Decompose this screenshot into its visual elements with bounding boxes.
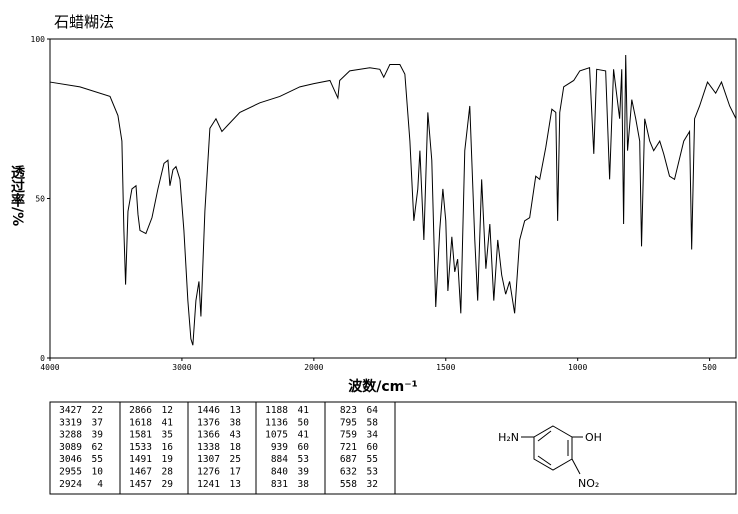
peak-transmittance: 43 (230, 430, 241, 441)
peak-wavenumber: 1533 (129, 442, 152, 453)
peak-transmittance: 19 (162, 454, 174, 465)
peak-wavenumber: 939 (271, 442, 288, 453)
peak-transmittance: 25 (230, 454, 241, 465)
peak-transmittance: 60 (367, 442, 379, 453)
peak-wavenumber: 1075 (265, 430, 288, 441)
spectrum-line (49, 54, 737, 346)
peak-transmittance: 34 (367, 430, 379, 441)
peak-wavenumber: 823 (340, 405, 357, 416)
bond (571, 458, 581, 475)
peak-wavenumber: 1446 (197, 405, 220, 416)
peak-wavenumber: 1457 (129, 479, 152, 490)
y-tick-label: 0 (40, 354, 45, 363)
x-tick-label: 2000 (304, 363, 323, 372)
peak-transmittance: 10 (92, 467, 104, 478)
peak-wavenumber: 1276 (197, 467, 220, 478)
peak-wavenumber: 558 (340, 479, 357, 490)
peak-transmittance: 41 (298, 430, 310, 441)
x-tick-label: 1000 (568, 363, 587, 372)
peak-wavenumber: 1376 (197, 417, 220, 428)
peak-wavenumber: 3288 (59, 430, 82, 441)
peak-wavenumber: 1338 (197, 442, 220, 453)
peak-transmittance: 41 (162, 417, 174, 428)
double-bond (537, 455, 552, 466)
benzene-ring (533, 425, 573, 471)
y-axis-label: 透过率/% (9, 165, 25, 226)
peak-transmittance: 13 (230, 405, 241, 416)
peak-wavenumber: 1581 (129, 430, 152, 441)
peak-wavenumber: 3046 (59, 454, 82, 465)
x-axis-label: 波数/cm⁻¹ (348, 378, 418, 395)
peak-transmittance: 60 (298, 442, 310, 453)
peak-wavenumber: 2955 (59, 467, 82, 478)
peak-wavenumber: 1241 (197, 479, 220, 490)
peak-transmittance: 32 (367, 479, 378, 490)
peak-wavenumber: 3089 (59, 442, 82, 453)
peak-transmittance: 39 (92, 430, 104, 441)
peak-wavenumber: 759 (340, 430, 357, 441)
peak-wavenumber: 1307 (197, 454, 220, 465)
peak-wavenumber: 1618 (129, 417, 152, 428)
peak-transmittance: 16 (162, 442, 174, 453)
peak-transmittance: 55 (92, 454, 103, 465)
peak-transmittance: 41 (298, 405, 310, 416)
plot-frame (49, 38, 737, 359)
hydroxyl-label: OH (585, 431, 602, 444)
peak-transmittance: 64 (367, 405, 379, 416)
peak-wavenumber: 3319 (59, 417, 82, 428)
peak-transmittance: 29 (162, 479, 174, 490)
peak-transmittance: 22 (92, 405, 103, 416)
peak-transmittance: 50 (298, 417, 310, 428)
peak-wavenumber: 632 (340, 467, 357, 478)
peak-transmittance: 55 (367, 454, 378, 465)
x-tick-label: 500 (702, 363, 717, 372)
peak-transmittance: 12 (162, 405, 173, 416)
peak-wavenumber: 2924 (59, 479, 82, 490)
y-tick-label: 100 (31, 35, 46, 44)
table-frame (49, 401, 737, 495)
peak-wavenumber: 884 (271, 454, 288, 465)
peak-wavenumber: 2866 (129, 405, 152, 416)
peak-wavenumber: 795 (340, 417, 357, 428)
peak-wavenumber: 831 (271, 479, 288, 490)
peak-wavenumber: 721 (340, 442, 357, 453)
nitro-label: NO₂ (578, 477, 599, 490)
peak-transmittance: 18 (230, 442, 242, 453)
amine-label: H₂N (498, 431, 519, 444)
chart-title: 石蜡糊法 (54, 13, 114, 31)
peak-transmittance: 35 (162, 430, 173, 441)
peak-wavenumber: 1366 (197, 430, 220, 441)
peak-transmittance: 53 (367, 467, 378, 478)
peak-transmittance: 4 (97, 479, 103, 490)
peak-wavenumber: 840 (271, 467, 288, 478)
peak-transmittance: 13 (230, 479, 241, 490)
peak-transmittance: 38 (230, 417, 242, 428)
peak-transmittance: 17 (230, 467, 241, 478)
peak-transmittance: 53 (298, 454, 309, 465)
x-tick-label: 3000 (172, 363, 191, 372)
structure-drawing (521, 425, 583, 475)
y-tick-label: 50 (35, 195, 45, 204)
peak-transmittance: 58 (367, 417, 379, 428)
peak-transmittance: 38 (298, 479, 310, 490)
peak-wavenumber: 1491 (129, 454, 152, 465)
peak-transmittance: 28 (162, 467, 174, 478)
peak-wavenumber: 1467 (129, 467, 152, 478)
x-tick-label: 4000 (40, 363, 59, 372)
peak-transmittance: 37 (92, 417, 103, 428)
double-bond (537, 430, 552, 442)
peak-wavenumber: 1188 (265, 405, 288, 416)
x-tick-label: 1500 (436, 363, 455, 372)
peak-transmittance: 39 (298, 467, 310, 478)
peak-wavenumber: 3427 (59, 405, 82, 416)
peak-transmittance: 62 (92, 442, 103, 453)
peak-wavenumber: 1136 (265, 417, 288, 428)
peak-wavenumber: 687 (340, 454, 357, 465)
